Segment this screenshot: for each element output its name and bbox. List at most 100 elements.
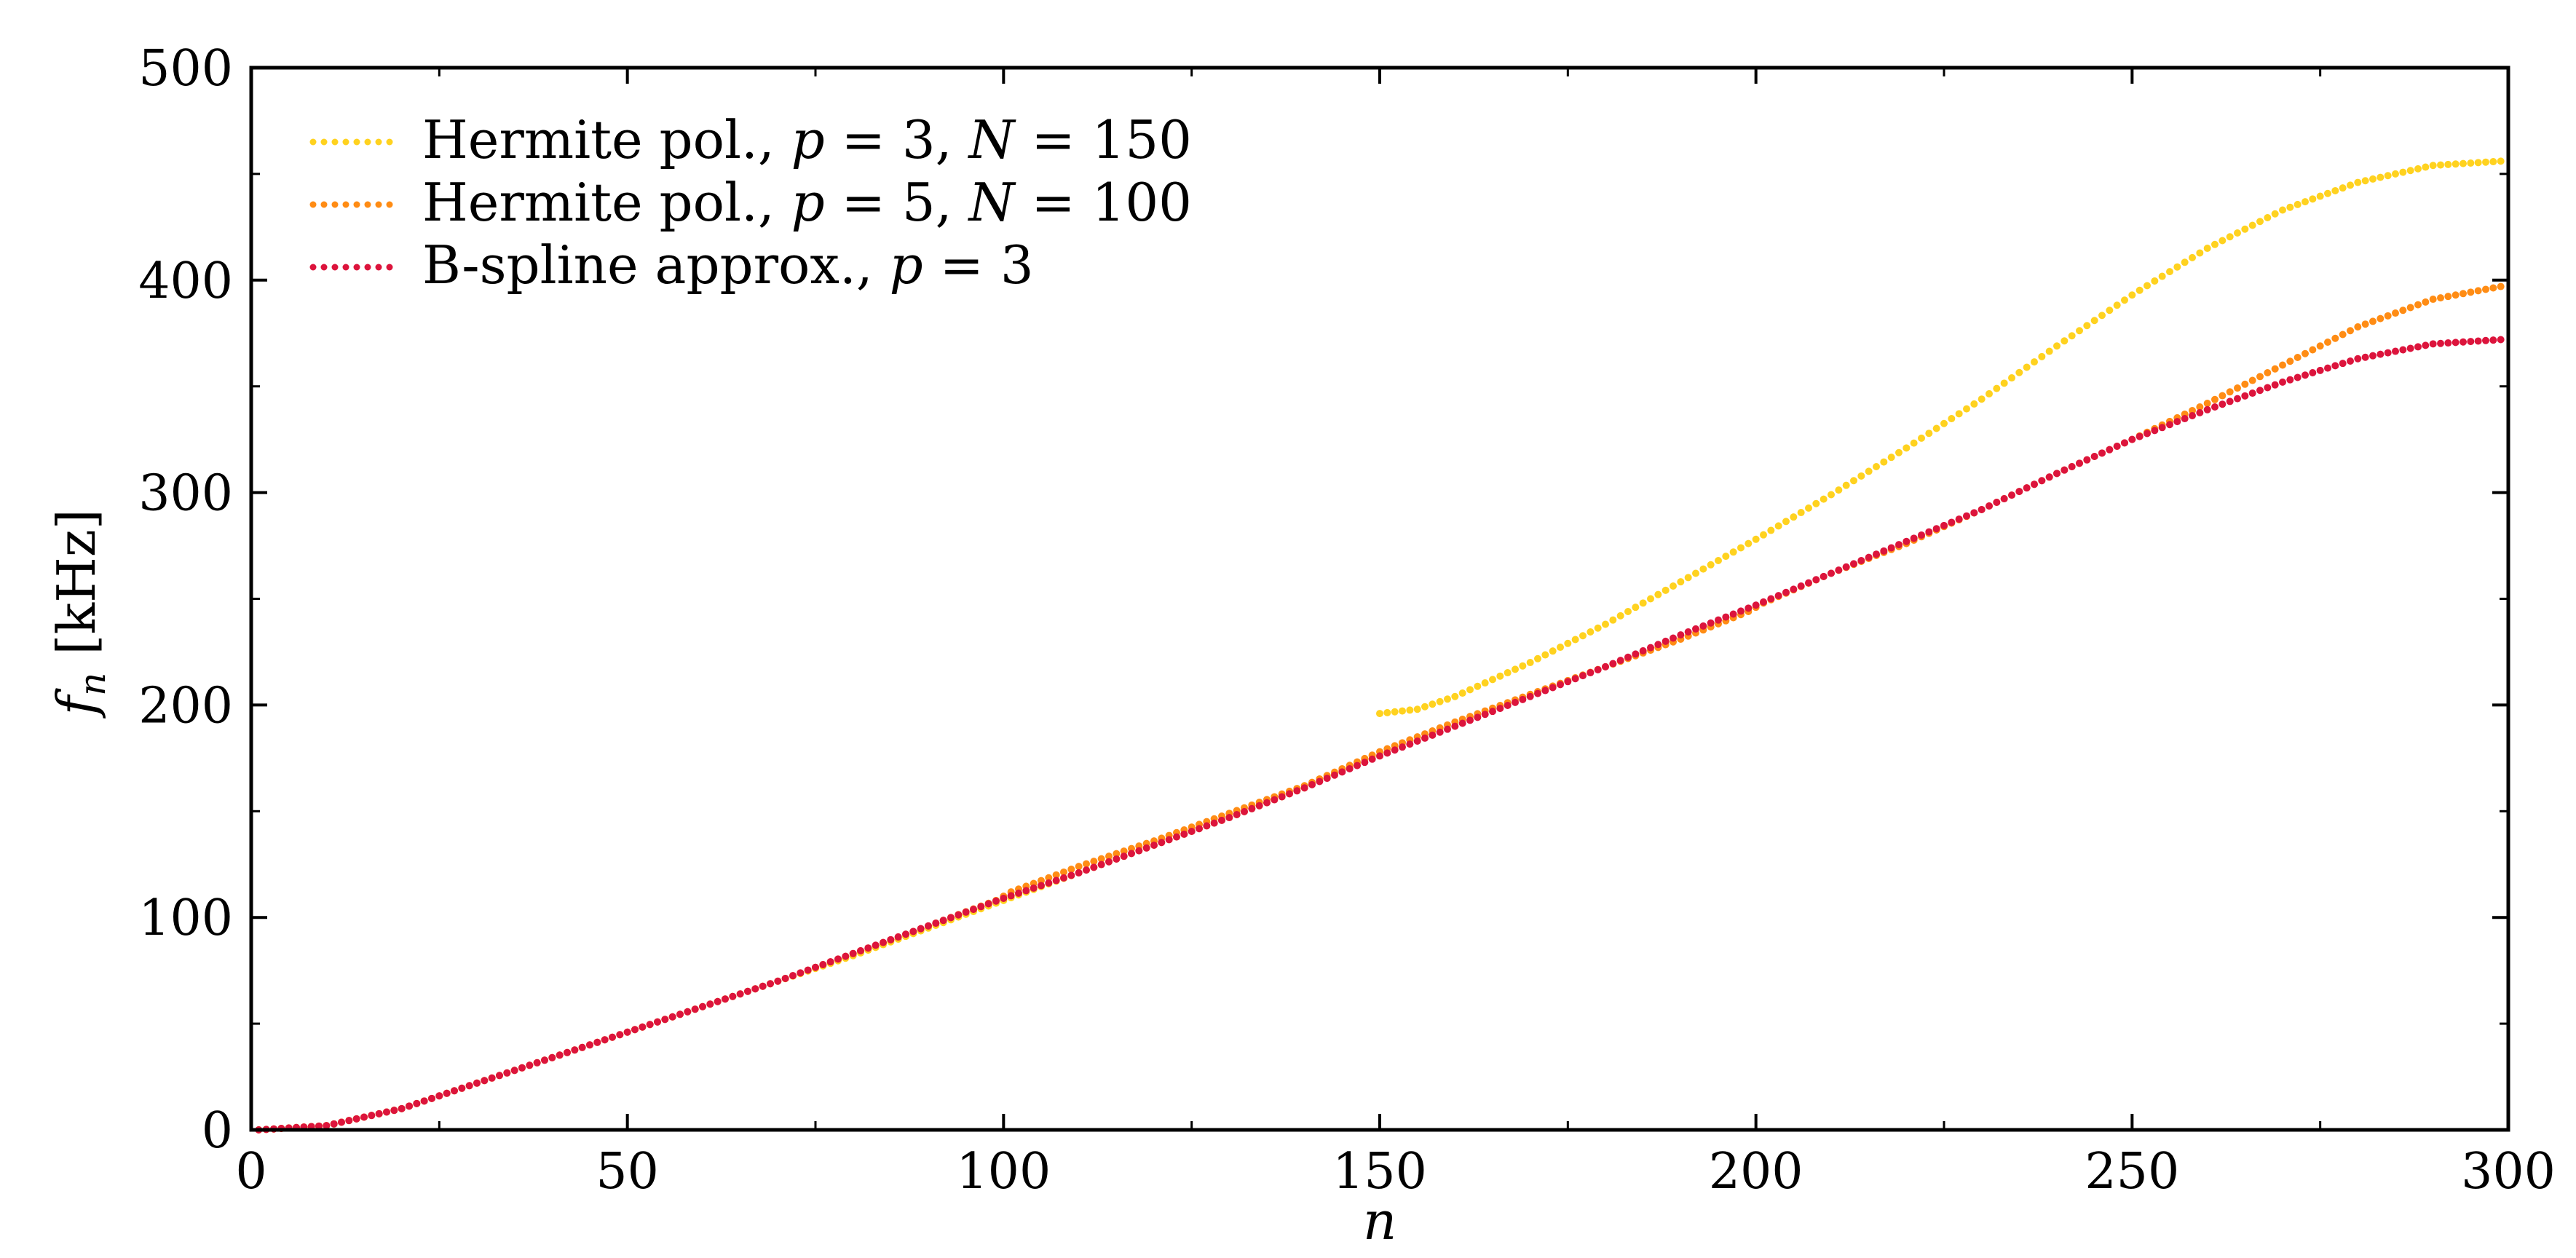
data-point <box>1000 894 1008 902</box>
data-point <box>1045 879 1053 887</box>
data-point <box>2008 374 2015 382</box>
data-point <box>533 1059 541 1067</box>
y-tick-label: 0 <box>202 1102 233 1160</box>
y-tick-label: 200 <box>138 677 233 735</box>
data-point <box>1286 790 1293 798</box>
data-point <box>2053 470 2061 478</box>
data-point <box>1594 624 1602 632</box>
data-point <box>1594 665 1602 673</box>
data-point <box>2234 384 2241 392</box>
data-point <box>2437 294 2444 302</box>
data-point <box>2234 229 2241 237</box>
data-point <box>1812 499 1820 507</box>
data-point <box>1752 535 1760 543</box>
legend-marker <box>320 201 328 208</box>
data-point <box>1662 637 1670 645</box>
legend-marker <box>320 264 328 271</box>
legend-marker <box>353 264 360 271</box>
data-point <box>1512 698 1519 706</box>
data-point <box>2482 336 2489 344</box>
data-point <box>2474 159 2482 167</box>
data-point <box>909 927 917 935</box>
data-point <box>564 1048 571 1056</box>
data-point <box>1105 858 1113 866</box>
data-point <box>323 1122 331 1130</box>
data-point <box>1316 778 1324 786</box>
data-point <box>338 1118 345 1126</box>
data-point <box>2422 298 2430 306</box>
data-point <box>1481 679 1489 687</box>
data-point <box>2392 170 2399 178</box>
data-point <box>2497 336 2505 344</box>
data-point <box>1970 509 1978 517</box>
data-point <box>1308 780 1316 788</box>
data-point <box>1639 599 1647 607</box>
data-point <box>2377 350 2385 358</box>
data-point <box>962 908 970 916</box>
data-point <box>2361 177 2369 185</box>
data-point <box>2083 322 2091 330</box>
data-point <box>2189 411 2196 419</box>
data-point <box>1632 650 1640 658</box>
data-point <box>1925 528 1933 536</box>
data-point <box>1060 868 1067 876</box>
data-point <box>1903 444 1911 452</box>
data-point <box>2467 159 2475 167</box>
data-point <box>2241 380 2249 388</box>
data-point <box>2158 272 2166 280</box>
data-point <box>2384 349 2392 357</box>
data-point <box>473 1079 481 1087</box>
data-point <box>2053 342 2061 350</box>
data-point <box>2414 343 2422 351</box>
data-point <box>1932 525 1940 533</box>
legend-marker <box>375 264 382 271</box>
data-point <box>1767 595 1775 603</box>
data-point <box>1963 405 1970 413</box>
data-point <box>1248 804 1256 812</box>
data-point <box>1564 678 1572 686</box>
y-tick-label: 300 <box>138 465 233 523</box>
data-point <box>1887 454 1895 462</box>
data-point <box>2451 291 2460 299</box>
data-point <box>819 960 827 968</box>
data-point <box>917 925 925 933</box>
data-point <box>1300 784 1308 792</box>
data-point <box>2331 362 2339 370</box>
data-point <box>714 997 722 1005</box>
data-point <box>1534 654 1541 662</box>
data-point <box>1022 887 1030 895</box>
data-point <box>1255 802 1263 810</box>
data-point <box>1670 634 1677 642</box>
data-point <box>315 1122 323 1130</box>
data-point <box>1760 531 1767 539</box>
data-point <box>1519 662 1527 670</box>
data-point <box>1278 793 1286 801</box>
data-point <box>1481 711 1489 719</box>
data-point <box>1616 657 1624 665</box>
data-point <box>857 947 864 955</box>
data-point <box>1932 424 1940 432</box>
data-point <box>759 982 767 990</box>
data-point <box>1722 553 1730 561</box>
data-point <box>2136 286 2144 294</box>
data-point <box>699 1002 706 1010</box>
data-point <box>2302 349 2309 357</box>
legend-label: Hermite pol., p = 5, N = 100 <box>422 172 1192 233</box>
data-point <box>1399 707 1406 715</box>
data-point <box>2331 334 2339 342</box>
data-point <box>1587 669 1595 677</box>
data-point <box>1549 647 1557 655</box>
legend-marker <box>331 264 339 271</box>
data-point <box>2248 221 2256 229</box>
data-point <box>2302 198 2309 206</box>
data-point <box>2406 304 2414 312</box>
data-point <box>722 995 729 1003</box>
data-point <box>1677 631 1685 639</box>
data-point <box>1842 481 1850 489</box>
data-point <box>1602 662 1609 670</box>
data-point <box>1887 544 1895 552</box>
data-point <box>1474 713 1482 721</box>
x-tick-label: 0 <box>235 1143 266 1200</box>
data-point <box>2000 495 2008 503</box>
data-point <box>2482 158 2489 166</box>
